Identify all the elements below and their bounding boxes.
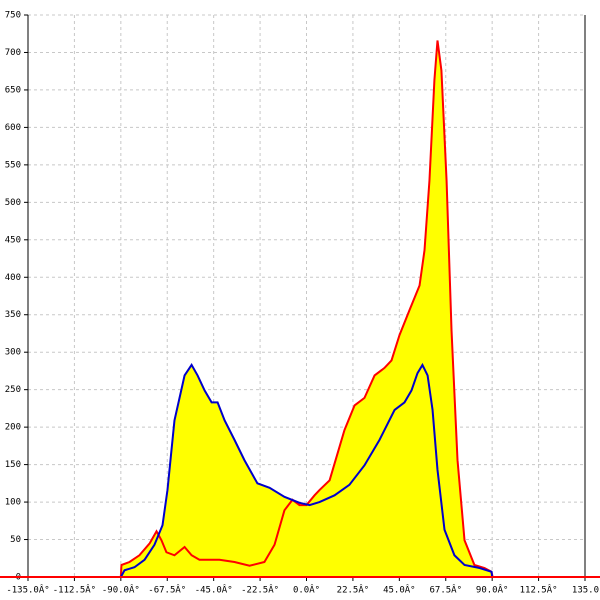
y-tick-label: 750	[5, 11, 21, 21]
x-tick-label: 90.0Â°	[476, 584, 509, 596]
y-tick-label: 650	[5, 85, 21, 95]
x-tick-label: 45.0Â°	[383, 584, 416, 596]
y-tick-label: 700	[5, 48, 21, 58]
x-tick-label: 112.5Â°	[520, 584, 558, 596]
x-tick-label: 67.5Â°	[429, 584, 462, 596]
y-tick-label: 550	[5, 160, 21, 170]
y-tick-label: 400	[5, 273, 21, 283]
x-tick-label: -22.5Â°	[241, 584, 279, 596]
x-tick-label: 135.0	[572, 586, 599, 596]
y-tick-label: 250	[5, 385, 21, 395]
y-tick-label: 450	[5, 235, 21, 245]
y-tick-label: 200	[5, 423, 21, 433]
x-tick-label: -112.5Â°	[53, 584, 96, 596]
x-tick-label: 22.5Â°	[337, 584, 370, 596]
area-fill	[120, 364, 493, 577]
x-tick-label: -45.0Â°	[195, 584, 233, 596]
y-tick-label: 350	[5, 310, 21, 320]
area-line	[119, 362, 494, 578]
x-tick-label: -90.0Â°	[102, 584, 140, 596]
y-tick-label: 600	[5, 123, 21, 133]
x-tick-label: 0.0Â°	[293, 584, 320, 596]
y-tick-label: 500	[5, 198, 21, 208]
x-tick-label: -135.0Â°	[6, 584, 49, 596]
area-line	[119, 40, 494, 578]
y-tick-label: 300	[5, 348, 21, 358]
y-tick-label: 150	[5, 460, 21, 470]
x-tick-label: -67.5Â°	[148, 584, 186, 596]
y-tick-label: 100	[5, 498, 21, 508]
y-tick-label: 50	[10, 535, 21, 545]
